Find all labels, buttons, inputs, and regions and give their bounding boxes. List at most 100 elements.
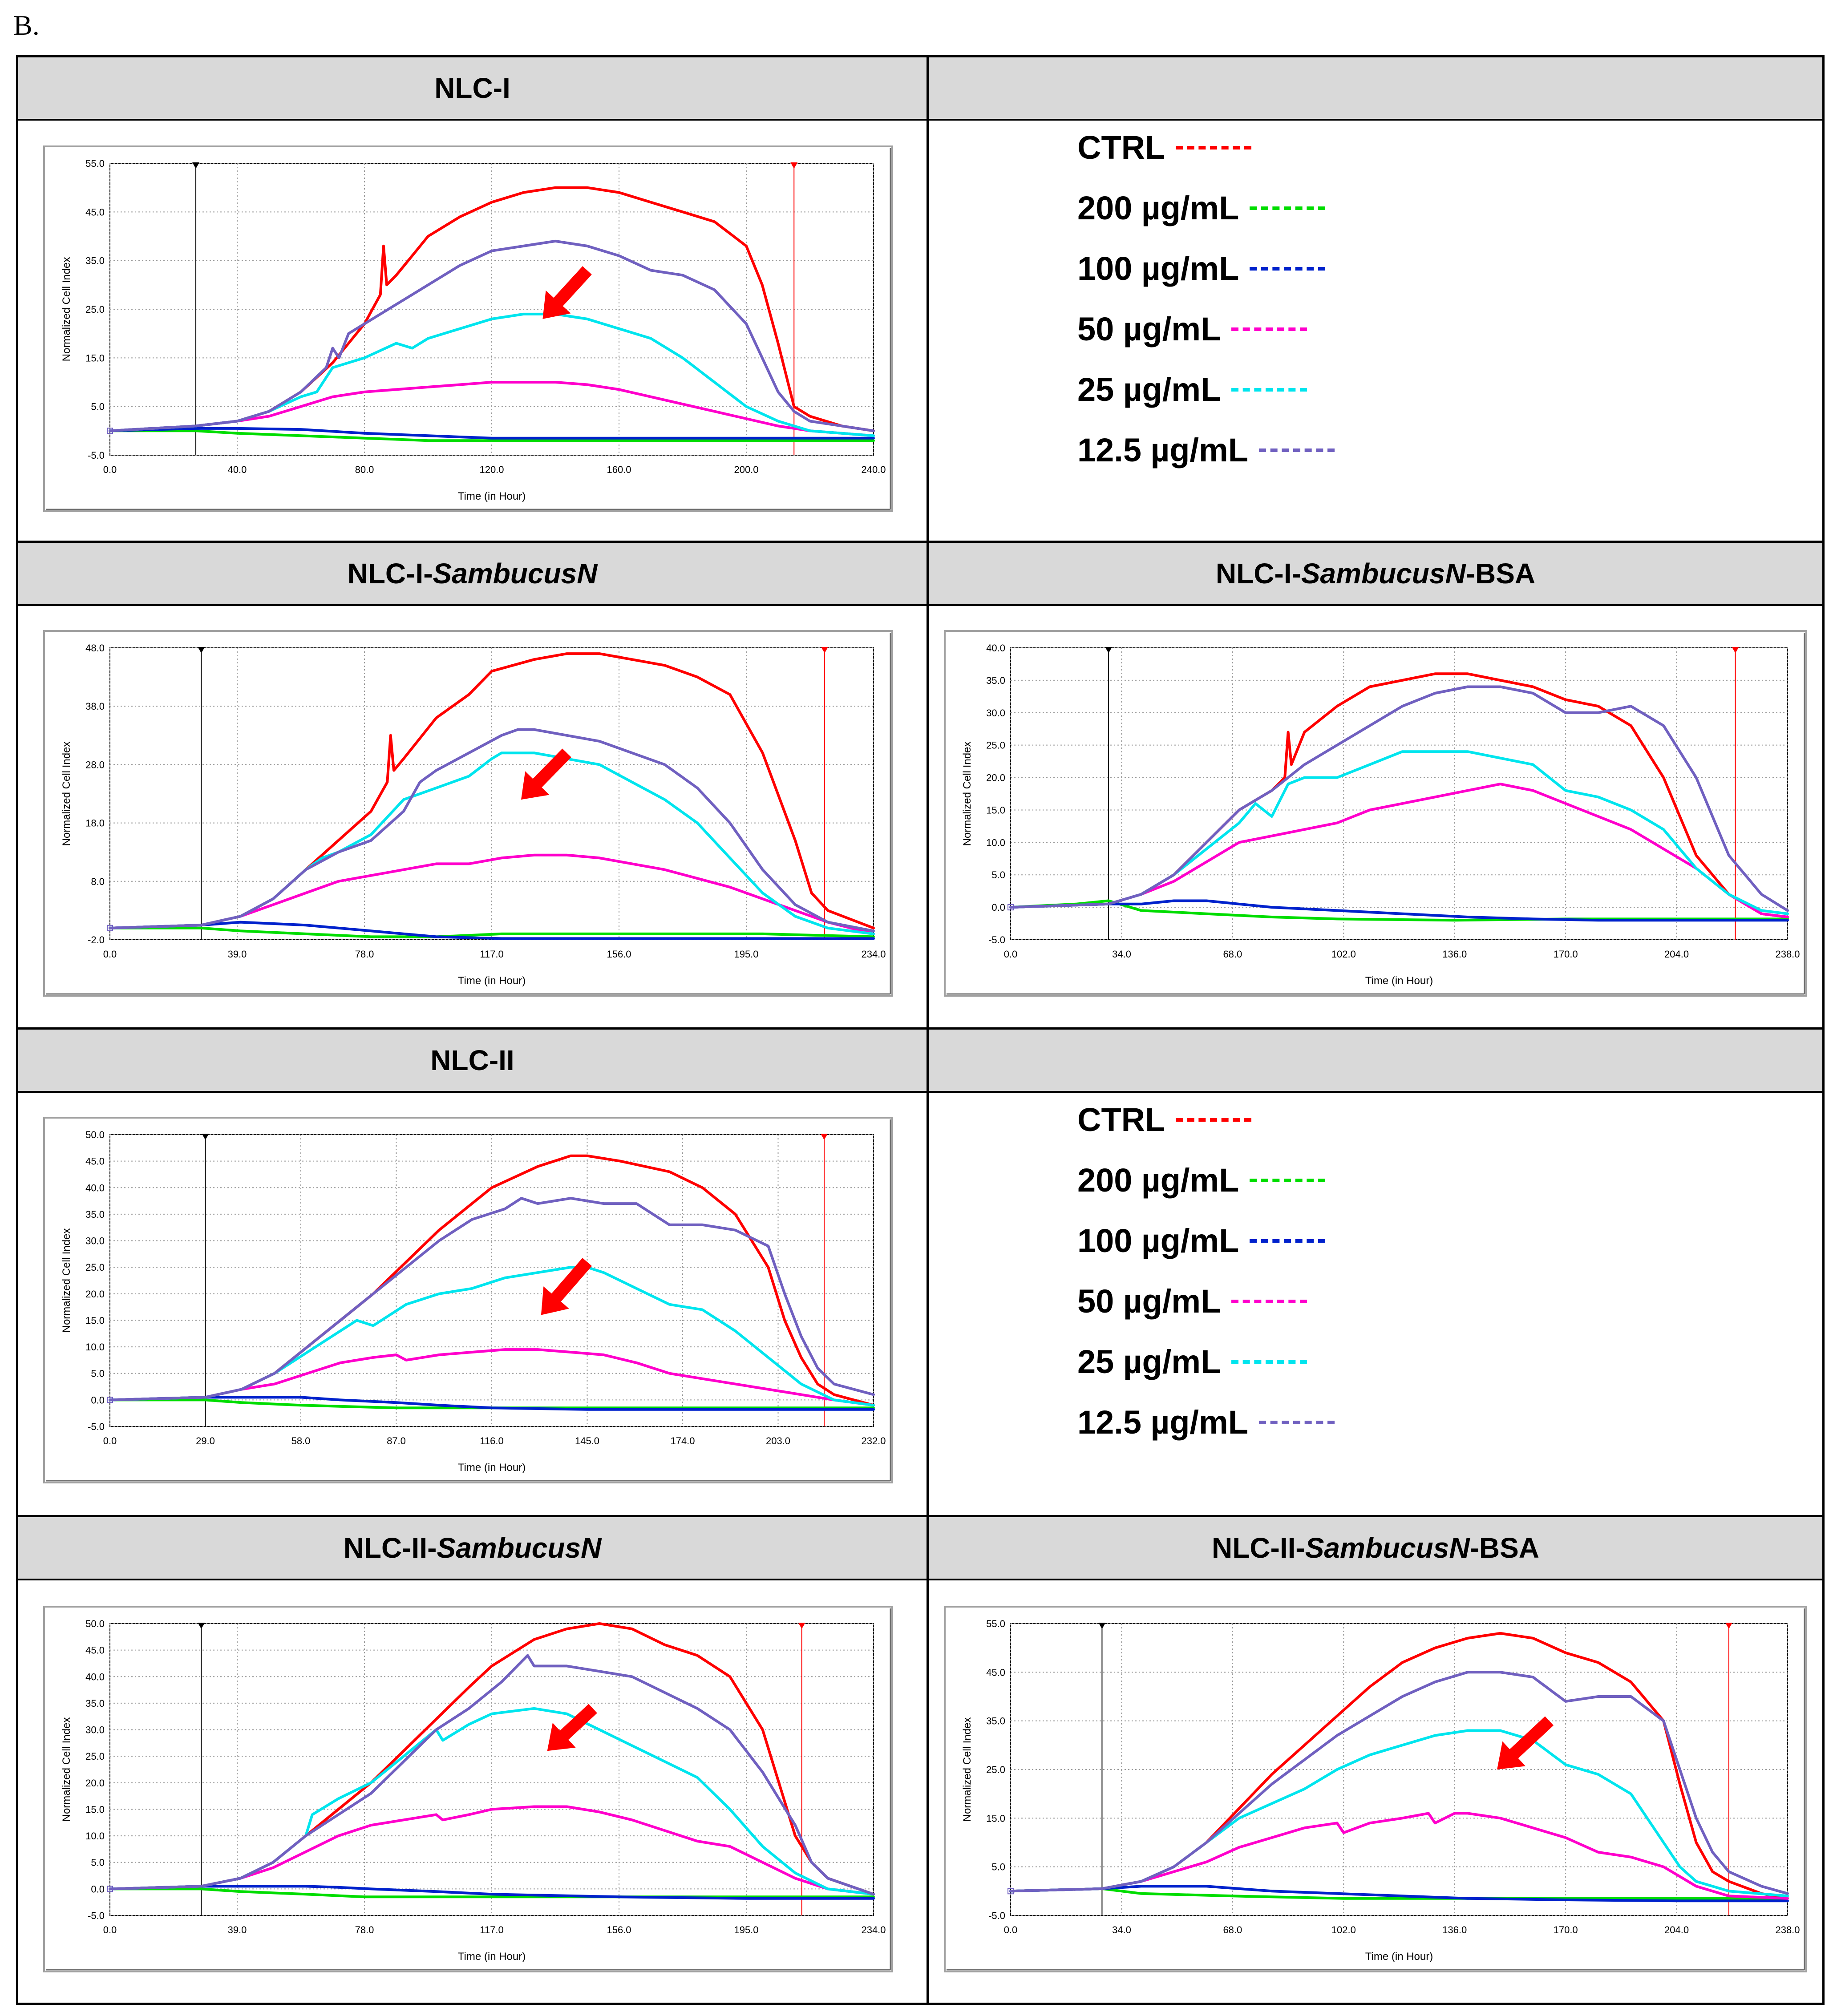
y-tick-label: 18.0: [85, 818, 105, 829]
y-axis-label: Normalized Cell Index: [961, 1717, 973, 1822]
x-axis-label: Time (in Hour): [458, 1951, 526, 1963]
x-tick-label: 200.0: [734, 464, 758, 475]
y-tick-label: 40.0: [85, 1182, 105, 1193]
legend-swatch: [1258, 448, 1335, 452]
red-arrow: [1497, 1716, 1554, 1770]
series-line-12-5-g-ml: [109, 1197, 875, 1402]
x-tick-label: 39.0: [228, 1924, 247, 1935]
start-point-marker: [1008, 904, 1014, 911]
y-tick-label: 10.0: [986, 837, 1005, 848]
y-tick-label: 10.0: [85, 1830, 105, 1842]
series-line-100-g-ml: [109, 921, 875, 940]
y-tick-label: 5.0: [91, 1857, 105, 1868]
x-tick-label: 0.0: [103, 1924, 117, 1935]
y-tick-label: 28.0: [85, 759, 105, 770]
y-axis-label: Normalized Cell Index: [61, 257, 73, 362]
header-nlc2-text: NLC-II: [430, 1044, 514, 1076]
y-tick-label: 38.0: [85, 701, 105, 712]
header-nlc1-sn-main: NLC-I-: [347, 558, 433, 590]
series-line-100-g-ml: [109, 427, 875, 440]
x-tick-label: 80.0: [355, 464, 374, 475]
x-tick-label: 87.0: [387, 1435, 406, 1446]
red-marker-triangle: [821, 647, 828, 653]
red-arrow: [541, 1258, 592, 1315]
header-nlc1-sambucusn: NLC-I- SambucusN: [18, 543, 927, 606]
series-line-50-g-ml: [1009, 1812, 1789, 1900]
x-tick-label: 234.0: [861, 949, 886, 960]
x-tick-label: 136.0: [1442, 949, 1467, 960]
series-line-12-5-g-ml: [109, 1654, 875, 1896]
header-nlc1-text: NLC-I: [434, 72, 510, 104]
figure-grid: NLC-I NLC-I- SambucusN NLC-I- SambucusN -BS…: [16, 55, 1825, 2005]
red-marker-triangle: [1732, 647, 1739, 653]
x-tick-label: 174.0: [670, 1435, 695, 1446]
y-tick-label: 30.0: [986, 707, 1005, 719]
y-tick-label: -5.0: [88, 450, 105, 461]
legend-label: 50 µg/mL: [1077, 1283, 1221, 1320]
y-axis-label: Normalized Cell Index: [61, 1717, 73, 1822]
x-tick-label: 0.0: [103, 949, 117, 960]
y-tick-label: 25.0: [85, 304, 105, 315]
series-line-100-g-ml: [109, 1396, 875, 1411]
y-tick-label: 0.0: [91, 1883, 105, 1895]
x-tick-label: 40.0: [228, 464, 247, 475]
red-marker-triangle: [798, 1623, 805, 1629]
header-nlc2: NLC-II: [18, 1030, 927, 1093]
legend-swatch: [1250, 1178, 1326, 1182]
chart-nlc2-sambucusn: 0.0 39.0 78.0 117.0 156.0 195.0 234.0 -5.0 0.0 5.…: [43, 1606, 893, 1972]
legend-swatch: [1231, 327, 1307, 331]
y-tick-label: 35.0: [986, 675, 1005, 686]
x-tick-label: 78.0: [355, 949, 374, 960]
legend-swatch: [1231, 1360, 1307, 1364]
header-nlc1-sn-bsa-suffix: -BSA: [1465, 558, 1536, 590]
start-point-marker: [107, 428, 113, 434]
x-tick-label: 120.0: [479, 464, 504, 475]
series-line-50-g-ml: [109, 1348, 875, 1407]
y-axis-label: Normalized Cell Index: [61, 1228, 73, 1333]
legend-item-25: 25 µg/mL: [1077, 371, 1307, 408]
series-line-25-g-ml: [109, 312, 875, 437]
legend-item-50: 50 µg/mL: [1077, 310, 1307, 348]
y-tick-label: 8.0: [91, 876, 105, 887]
legend-top: CTRL 200 µg/mL 100 µg/mL 50 µg/mL 25 µg/…: [1077, 129, 1745, 529]
red-marker-triangle: [1725, 1623, 1732, 1629]
x-axis-label: Time (in Hour): [1365, 975, 1433, 987]
series-line-12-5-g-ml: [109, 239, 875, 432]
x-tick-label: 117.0: [480, 949, 503, 960]
column-divider: [927, 57, 929, 2003]
header-nlc1-sn-bsa-main: NLC-I-: [1215, 558, 1301, 590]
black-marker-triangle: [198, 1623, 205, 1629]
header-nlc1-sn-italic: SambucusN: [433, 558, 598, 590]
legend-label: 100 µg/mL: [1077, 250, 1239, 287]
header-nlc2-sn-bsa-italic: SambucusN: [1305, 1532, 1470, 1564]
header-nlc1-sambucusn-bsa: NLC-I- SambucusN -BSA: [929, 543, 1822, 606]
chart-nlc2: 0.0 29.0 58.0 87.0 116.0 145.0 174.0 203.0 232.0…: [43, 1117, 893, 1483]
y-tick-label: -2.0: [88, 934, 105, 945]
x-tick-label: 238.0: [1775, 949, 1800, 960]
x-tick-label: 234.0: [861, 1924, 886, 1935]
y-tick-label: 20.0: [85, 1289, 105, 1300]
legend-swatch: [1176, 145, 1252, 149]
x-tick-label: 240.0: [861, 464, 886, 475]
red-arrow: [547, 1704, 597, 1751]
y-tick-label: 30.0: [85, 1725, 105, 1736]
legend-item-50: 50 µg/mL: [1077, 1282, 1307, 1320]
y-tick-label: -5.0: [988, 1910, 1005, 1921]
start-point-marker: [107, 925, 113, 931]
y-tick-label: 25.0: [85, 1751, 105, 1762]
y-tick-label: -5.0: [988, 934, 1005, 945]
red-arrow: [521, 748, 571, 800]
chart-nlc1-sambucusn: 0.0 39.0 78.0 117.0 156.0 195.0 234.0 -2.0 8.0 18…: [43, 630, 893, 997]
legend-item-200: 200 µg/mL: [1077, 189, 1326, 227]
legend-label: 12.5 µg/mL: [1077, 432, 1248, 469]
y-tick-label: 45.0: [85, 1156, 105, 1167]
legend-label: 12.5 µg/mL: [1077, 1404, 1248, 1441]
figure-label: B.: [13, 9, 40, 41]
legend-swatch: [1250, 267, 1326, 271]
y-tick-label: 45.0: [85, 1645, 105, 1656]
start-point-marker: [1008, 1888, 1014, 1895]
y-tick-label: 55.0: [986, 1618, 1005, 1629]
black-marker-triangle: [198, 647, 205, 653]
series-line-50-g-ml: [109, 1805, 875, 1896]
y-tick-label: 35.0: [85, 1698, 105, 1709]
